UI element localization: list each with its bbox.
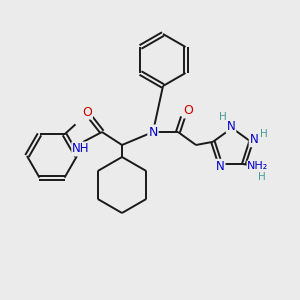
Text: H: H bbox=[219, 112, 227, 122]
Text: N: N bbox=[250, 133, 258, 146]
Text: NH₂: NH₂ bbox=[247, 161, 268, 171]
Text: H: H bbox=[260, 129, 268, 139]
Text: O: O bbox=[183, 104, 193, 118]
Text: N: N bbox=[226, 119, 236, 133]
Text: N: N bbox=[148, 125, 158, 139]
Text: H: H bbox=[258, 172, 266, 182]
Text: O: O bbox=[82, 106, 92, 118]
Text: N: N bbox=[216, 160, 225, 173]
Text: NH: NH bbox=[72, 142, 90, 155]
